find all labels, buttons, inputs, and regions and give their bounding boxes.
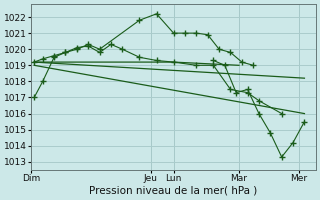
- X-axis label: Pression niveau de la mer( hPa ): Pression niveau de la mer( hPa ): [90, 186, 258, 196]
